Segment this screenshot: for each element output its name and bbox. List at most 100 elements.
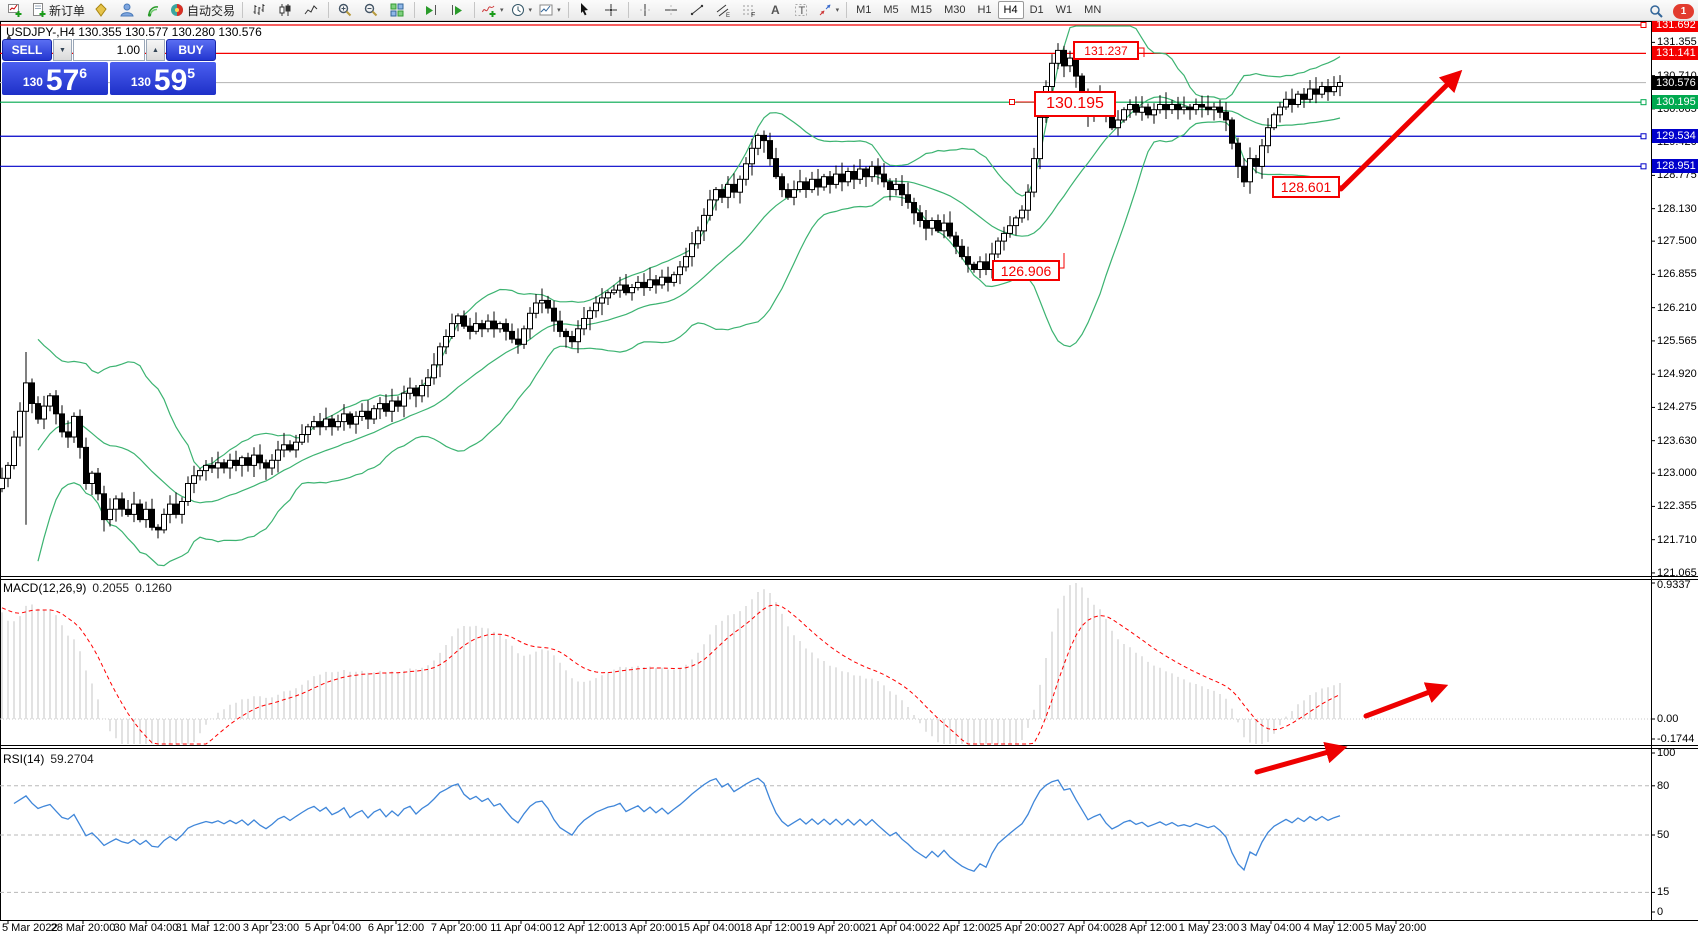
timeframe-m5-button[interactable]: M5 [883,4,899,16]
vertical-line-icon[interactable] [632,0,658,20]
price-line-label: 131.141 [1652,46,1698,61]
text-label-icon[interactable]: T [788,0,814,20]
toolbar-separator [474,2,476,18]
equidistant-channel-icon[interactable]: E [710,0,736,20]
tile-windows-icon[interactable] [384,0,410,20]
time-axis-label: 13 Apr 20:00 [614,922,678,934]
timeframe-m30-button[interactable]: M30 [944,4,966,16]
price-callout[interactable]: 130.195 [1034,91,1116,117]
autotrading-button[interactable]: 自动交易 [166,0,238,20]
price-tick-label: 121.065 [1657,566,1697,579]
rsi-label: RSI(14) 59.2704 [3,752,94,766]
timeframe-h4-button[interactable]: H4 [997,1,1024,19]
chevron-down-icon: ▾ [500,7,504,14]
trend-arrows[interactable] [1254,69,1463,775]
price-tick-label: 126.855 [1657,268,1697,281]
price-tick-label: 121.710 [1657,533,1697,546]
toolbar-separator [627,2,629,18]
volume-input[interactable] [73,39,145,61]
periods-icon[interactable]: ▾ [507,0,536,20]
price-tick-label: 126.210 [1657,301,1697,314]
svg-text:E: E [726,13,730,18]
trendline-icon[interactable] [684,0,710,20]
buy-price-pip: 5 [187,65,196,81]
timeframe-w1-button[interactable]: W1 [1055,4,1073,16]
time-axis-label: 12 Apr 12:00 [552,922,616,934]
search-icon[interactable] [1643,1,1669,21]
price-tick-label: 122.355 [1657,500,1697,513]
price-callout[interactable]: 128.601 [1272,176,1340,198]
timeframe-m15-button[interactable]: M15 [910,4,933,16]
timeframe-mn-button[interactable]: MN [1084,4,1102,16]
buy-button[interactable]: BUY [166,39,216,61]
chart-shift-icon[interactable] [444,0,470,20]
sell-quote-box[interactable]: 130 57 6 [2,62,108,97]
new-order-button[interactable]: 新订单 [28,0,88,20]
price-tick-label: 131.355 [1657,36,1697,49]
price-line-label: 128.951 [1652,159,1698,174]
candlestick-chart-icon[interactable] [272,0,298,20]
chart-title: USDJPY-,H4 130.355 130.577 130.280 130.5… [6,25,262,39]
zoom-in-icon[interactable] [332,0,358,20]
time-axis-label: 18 Apr 12:00 [739,922,803,934]
volume-decrease-button[interactable]: ▼ [53,39,72,61]
time-axis-label: 21 Apr 04:00 [864,922,928,934]
crosshair-icon[interactable] [598,0,624,20]
sell-price-figure: 130 [22,75,43,89]
candles [0,43,1343,539]
time-axis-label: 4 May 12:00 [1303,922,1365,934]
horizontal-line-objects[interactable] [0,22,1647,170]
one-click-trading-panel: ▲ SELL ▼ ▲ BUY 130 57 6 130 59 5 [2,32,216,97]
horizontal-line-icon[interactable] [658,0,684,20]
timeframe-d1-button[interactable]: D1 [1029,4,1044,16]
fibonacci-icon[interactable]: F [736,0,762,20]
time-axis-label: 28 Apr 12:00 [1114,922,1178,934]
toolbar-separator [414,2,416,18]
zoom-out-icon[interactable] [358,0,384,20]
community-icon[interactable] [114,0,140,20]
time-axis-label: 11 Apr 04:00 [490,922,552,934]
price-line-label: 130.195 [1652,95,1698,110]
timeframe-h1-button[interactable]: H1 [977,4,992,16]
time-axis-label: 19 Apr 20:00 [802,922,866,934]
price-line-label: 129.534 [1652,129,1698,144]
time-axis-label: 5 May 20:00 [1365,922,1427,934]
toolbar: 新订单 自动交易 ▾ ▾ ▾ E F A T ▾ M1 M5 M15 M30 H1 H4 D1 W1 MN [0,0,1698,21]
chevron-down-icon: ▾ [528,7,533,14]
price-callout[interactable]: 126.906 [992,260,1060,281]
collapse-panel-arrow-icon[interactable]: ▲ [5,32,13,41]
auto-scroll-icon[interactable] [418,0,444,20]
time-axis-label: 5 Mar 2022 [2,922,58,934]
timeframe-m1-button[interactable]: M1 [856,4,872,16]
toolbar-separator [328,2,330,18]
price-callout[interactable]: 131.237 [1073,41,1139,60]
price-line-label: 130.576 [1652,75,1698,90]
callout-leaders [1009,47,1347,269]
macd-histogram [1,583,1341,744]
line-chart-icon[interactable] [298,0,324,20]
sell-button[interactable]: SELL [2,39,52,61]
svg-text:A: A [771,3,780,17]
buy-price-figure: 130 [130,75,151,89]
rsi-line [13,777,1341,872]
cursor-icon[interactable] [572,0,598,20]
bar-chart-icon[interactable] [246,0,272,20]
arrows-icon[interactable]: ▾ [814,0,843,20]
time-axis-label: 3 May 04:00 [1240,922,1302,934]
time-axis-label: 1 May 23:00 [1178,922,1240,934]
styler-icon[interactable] [88,0,114,20]
price-tick-label: 128.130 [1657,202,1697,215]
templates-icon[interactable]: ▾ [535,0,564,20]
price-tick-label: 125.565 [1657,334,1697,347]
buy-quote-box[interactable]: 130 59 5 [110,62,216,96]
text-icon[interactable]: A [762,0,788,20]
new-chart-icon[interactable] [2,0,28,20]
sell-price-big: 57 [45,64,80,97]
indicators-icon[interactable]: ▾ [478,0,507,20]
rsi-scale-label: 0 [1657,906,1664,918]
chevron-down-icon: ▾ [557,7,561,14]
notification-bubble-icon[interactable]: 1 [1673,3,1694,19]
signals-icon[interactable] [140,0,166,20]
volume-increase-button[interactable]: ▲ [146,39,165,61]
